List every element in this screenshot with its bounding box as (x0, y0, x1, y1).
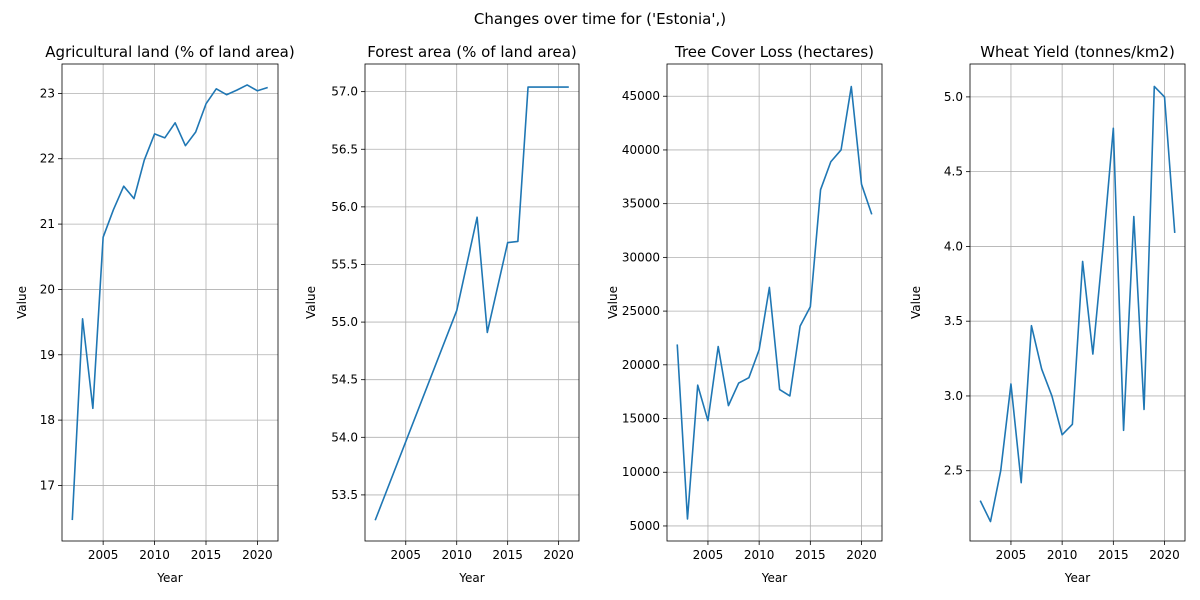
x-tick-label: 2005 (88, 548, 119, 562)
y-tick-label: 3.5 (944, 314, 963, 328)
y-tick-label: 10000 (622, 465, 660, 479)
x-tick-label: 2005 (693, 548, 724, 562)
subplot-title: Forest area (% of land area) (367, 43, 577, 61)
x-tick-label: 2005 (996, 548, 1027, 562)
x-tick-label: 2020 (242, 548, 273, 562)
x-tick-label: 2020 (1149, 548, 1180, 562)
x-tick-label: 2010 (744, 548, 775, 562)
x-tick-label: 2005 (390, 548, 421, 562)
y-tick-label: 25000 (622, 304, 660, 318)
data-line (979, 85, 1176, 523)
subplot-title: Agricultural land (% of land area) (45, 43, 294, 61)
y-tick-label: 30000 (622, 250, 660, 264)
subplot-title: Wheat Yield (tonnes/km2) (980, 43, 1175, 61)
x-tick-label: 2020 (846, 548, 877, 562)
x-tick-label: 2015 (1098, 548, 1129, 562)
axes-frame (666, 63, 883, 542)
axes-frame (364, 63, 580, 542)
y-tick-label: 15000 (622, 412, 660, 426)
axes-frame (61, 63, 279, 542)
x-tick-label: 2020 (543, 548, 574, 562)
data-line (71, 84, 268, 521)
y-tick-label: 18 (40, 413, 55, 427)
y-tick-label: 5.0 (944, 90, 963, 104)
y-tick-label: 57.0 (331, 85, 358, 99)
data-line (676, 85, 873, 520)
data-line (374, 86, 569, 521)
y-tick-label: 54.5 (331, 373, 358, 387)
y-tick-label: 40000 (622, 143, 660, 157)
y-axis-label: Value (909, 286, 923, 319)
x-tick-label: 2015 (191, 548, 222, 562)
y-tick-label: 45000 (622, 89, 660, 103)
y-axis-label: Value (15, 286, 29, 319)
y-tick-label: 19 (40, 348, 55, 362)
y-tick-label: 54.0 (331, 430, 358, 444)
y-tick-label: 20 (40, 282, 55, 296)
y-tick-label: 2.5 (944, 464, 963, 478)
figure-suptitle: Changes over time for ('Estonia',) (474, 10, 726, 28)
x-tick-label: 2010 (1047, 548, 1078, 562)
y-axis-label: Value (606, 286, 620, 319)
x-tick-label: 2015 (795, 548, 826, 562)
subplot-2: 2005 2010 2015 2020 53.5 54.0 54.5 55.0 55.5 56.0… (304, 43, 580, 585)
axes-frame (969, 63, 1186, 542)
y-tick-label: 35000 (622, 197, 660, 211)
y-tick-label: 4.0 (944, 239, 963, 253)
y-tick-label: 20000 (622, 358, 660, 372)
x-axis-label: Year (1064, 571, 1090, 585)
x-axis-label: Year (761, 571, 787, 585)
y-tick-label: 56.0 (331, 200, 358, 214)
x-tick-label: 2010 (139, 548, 170, 562)
subplot-3: 2005 2010 2015 2020 5000 10000 15000 20000 25000… (606, 43, 883, 585)
y-tick-label: 3.0 (944, 389, 963, 403)
y-tick-label: 53.5 (331, 488, 358, 502)
x-tick-label: 2015 (492, 548, 523, 562)
y-tick-label: 22 (40, 152, 55, 166)
y-tick-label: 23 (40, 86, 55, 100)
subplot-title: Tree Cover Loss (hectares) (674, 43, 874, 61)
y-axis-label: Value (304, 286, 318, 319)
y-tick-label: 21 (40, 217, 55, 231)
x-axis-label: Year (458, 571, 484, 585)
x-axis-label: Year (156, 571, 182, 585)
y-tick-label: 55.5 (331, 257, 358, 271)
subplot-1: 2005 2010 2015 2020 17 18 19 20 21 22 23 Agricultur… (15, 43, 295, 585)
y-tick-label: 4.5 (944, 165, 963, 179)
y-tick-label: 17 (40, 478, 55, 492)
y-tick-label: 5000 (629, 519, 660, 533)
y-tick-label: 55.0 (331, 315, 358, 329)
y-tick-label: 56.5 (331, 142, 358, 156)
subplot-4: 2005 2010 2015 2020 2.5 3.0 3.5 4.0 4.5 5.0 Wheat … (909, 43, 1186, 585)
x-tick-label: 2010 (441, 548, 472, 562)
